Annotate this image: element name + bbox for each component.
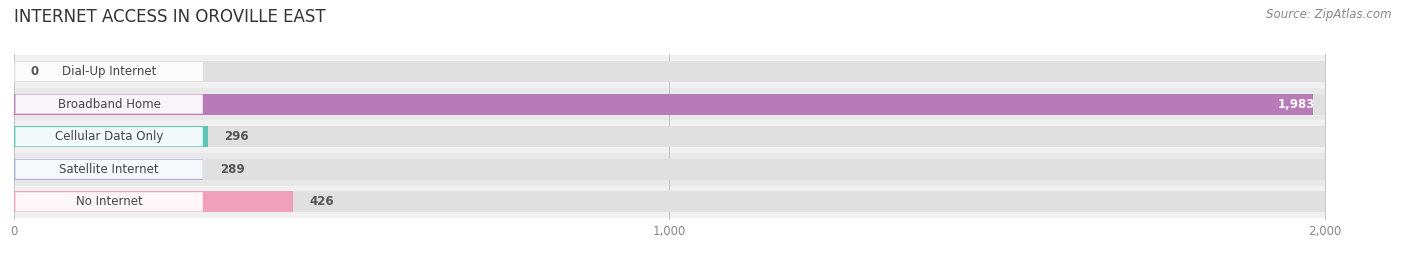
- Bar: [14, 94, 1313, 115]
- Bar: [14, 126, 208, 147]
- Text: INTERNET ACCESS IN OROVILLE EAST: INTERNET ACCESS IN OROVILLE EAST: [14, 8, 326, 26]
- FancyBboxPatch shape: [15, 127, 202, 146]
- Text: 426: 426: [309, 195, 335, 208]
- FancyBboxPatch shape: [15, 62, 202, 81]
- Bar: [14, 55, 1324, 88]
- Text: No Internet: No Internet: [76, 195, 142, 208]
- Bar: [14, 153, 1324, 185]
- Bar: [14, 126, 1324, 147]
- Bar: [14, 61, 1324, 82]
- Text: 1,983: 1,983: [1277, 98, 1315, 111]
- Text: Dial-Up Internet: Dial-Up Internet: [62, 65, 156, 78]
- Text: Source: ZipAtlas.com: Source: ZipAtlas.com: [1267, 8, 1392, 21]
- Bar: [14, 185, 1324, 218]
- Bar: [14, 191, 1324, 213]
- Text: Cellular Data Only: Cellular Data Only: [55, 130, 163, 143]
- Bar: [14, 191, 294, 213]
- Text: Satellite Internet: Satellite Internet: [59, 163, 159, 176]
- Text: Broadband Home: Broadband Home: [58, 98, 160, 111]
- FancyBboxPatch shape: [15, 95, 202, 114]
- Bar: [14, 94, 1324, 115]
- FancyBboxPatch shape: [15, 192, 202, 211]
- Text: 296: 296: [225, 130, 249, 143]
- FancyBboxPatch shape: [15, 160, 202, 179]
- Text: 289: 289: [219, 163, 245, 176]
- Bar: [14, 159, 1324, 180]
- Bar: [14, 88, 1324, 120]
- Bar: [14, 120, 1324, 153]
- Bar: [14, 159, 204, 180]
- Text: 0: 0: [31, 65, 38, 78]
